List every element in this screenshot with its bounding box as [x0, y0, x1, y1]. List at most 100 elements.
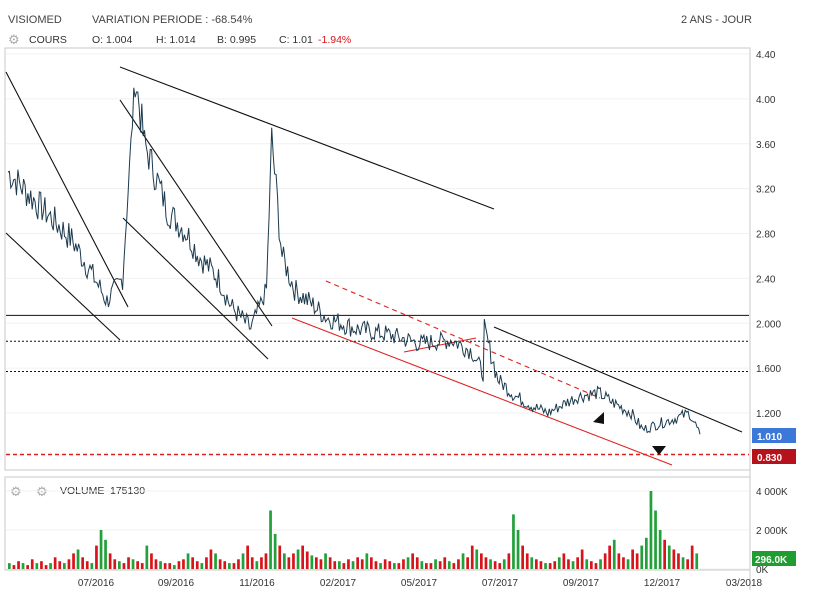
- volume-bar: [507, 553, 511, 569]
- volume-bar: [576, 557, 579, 569]
- volume-bar: [305, 551, 309, 569]
- volume-bar: [145, 545, 149, 569]
- price-tick-label: 2.000: [756, 319, 781, 330]
- volume-bar: [81, 557, 84, 569]
- volume-bar: [567, 559, 570, 570]
- volume-bar: [12, 565, 16, 569]
- volume-bar: [502, 559, 506, 570]
- volume-bar: [278, 545, 282, 569]
- volume-bar: [40, 561, 43, 569]
- volume-bar: [562, 553, 566, 569]
- trendline-red-short: [403, 337, 477, 353]
- volume-bar: [159, 561, 162, 569]
- volume-bar: [603, 553, 607, 569]
- volume-bar: [17, 561, 20, 569]
- time-tick-label: 09/2016: [158, 578, 195, 589]
- volume-bar: [374, 561, 378, 569]
- volume-bar: [351, 561, 355, 569]
- volume-bar: [402, 559, 405, 570]
- volume-bar: [104, 539, 107, 570]
- volume-bar: [44, 565, 48, 569]
- arrow-marker-up: [593, 412, 604, 424]
- volume-bar: [649, 491, 653, 569]
- volume-bar: [654, 510, 657, 569]
- volume-bar: [397, 563, 401, 569]
- volume-bar: [168, 563, 172, 569]
- trendline-major-resistance: [119, 66, 495, 210]
- volume-bar: [131, 559, 135, 570]
- horizontal-levels: [6, 314, 749, 456]
- volume-bars: [8, 491, 699, 570]
- volume-bar: [191, 557, 194, 569]
- price-tick-label: 2.80: [756, 230, 776, 241]
- volume-bar: [383, 559, 387, 570]
- volume-bar: [237, 559, 240, 570]
- time-tick-label: 07/2016: [78, 578, 115, 589]
- volume-bar: [250, 557, 254, 569]
- volume-bar: [498, 563, 502, 569]
- trendline-red-support: [291, 317, 673, 466]
- volume-bar: [635, 553, 639, 569]
- price-series-line: [7, 87, 701, 435]
- volume-bar: [200, 563, 204, 569]
- period-selector[interactable]: 2 ANS - JOUR: [681, 14, 752, 26]
- trendline-recent-resistance: [493, 326, 743, 433]
- trendlines: [5, 66, 743, 433]
- volume-bar: [72, 553, 75, 569]
- volume-bar: [677, 553, 680, 569]
- volume-bar: [475, 549, 479, 569]
- price-tick-label: 4.40: [756, 50, 776, 61]
- last-volume-value: 296.0K: [755, 555, 788, 566]
- volume-bar: [516, 530, 520, 569]
- trendline-channel1-upper: [5, 71, 129, 308]
- price-panel-frame: [4, 47, 751, 471]
- low-value: B: 0.995: [217, 34, 257, 46]
- volume-bar: [154, 559, 158, 570]
- volume-tick-label: 4 000K: [756, 487, 788, 498]
- volume-bar: [287, 557, 291, 569]
- arrow-marker-down: [652, 446, 666, 455]
- volume-bar: [544, 563, 547, 569]
- price-series-label: COURS: [29, 34, 67, 46]
- volume-bar: [667, 545, 671, 569]
- volume-bar: [365, 553, 369, 569]
- volume-bar: [525, 553, 529, 569]
- volume-bar: [8, 563, 11, 569]
- volume-bar: [319, 559, 323, 570]
- volume-bar: [484, 557, 488, 569]
- volume-bar: [557, 557, 561, 569]
- high-value: H: 1.014: [156, 34, 196, 46]
- support-value: 0.830: [757, 453, 782, 464]
- volume-bar: [539, 561, 543, 569]
- volume-bar: [122, 563, 126, 569]
- volume-bar: [695, 553, 699, 569]
- volume-bar: [246, 545, 249, 569]
- volume-bar: [310, 555, 314, 569]
- volume-bar: [434, 559, 437, 570]
- volume-bar: [118, 561, 121, 569]
- volume-bar: [76, 549, 80, 569]
- price-tick-label: 1.600: [756, 364, 781, 375]
- volume-bar: [571, 561, 575, 569]
- volume-bar: [599, 559, 602, 570]
- volume-bar: [640, 545, 644, 569]
- gear-icon[interactable]: ⚙: [8, 32, 20, 47]
- volume-bar: [67, 559, 71, 570]
- volume-bar: [315, 557, 318, 569]
- variation-period: VARIATION PERIODE : -68.54%: [92, 14, 253, 26]
- volume-bar: [512, 514, 515, 569]
- volume-bar: [438, 561, 442, 569]
- volume-bar: [108, 553, 112, 569]
- volume-bar: [608, 545, 611, 569]
- volume-bar: [241, 553, 245, 569]
- volume-bar: [406, 557, 410, 569]
- volume-bar: [49, 563, 52, 569]
- volume-bar: [269, 510, 272, 569]
- volume-bar: [411, 553, 414, 569]
- volume-bar: [264, 553, 268, 569]
- volume-bar: [90, 563, 94, 569]
- volume-bar: [493, 561, 497, 569]
- last-price-value: 1.010: [757, 432, 782, 443]
- volume-bar: [140, 563, 144, 569]
